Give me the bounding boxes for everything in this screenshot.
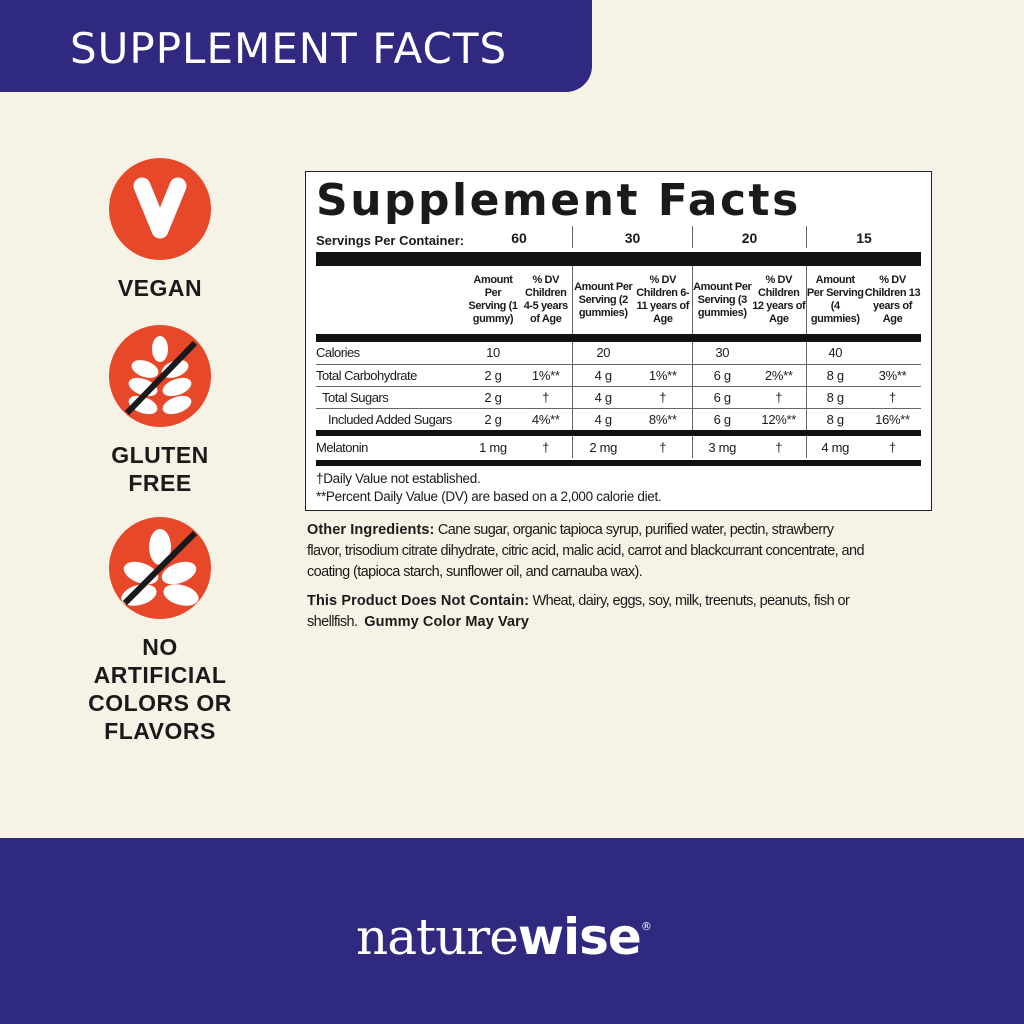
nutrient-row: Included Added Sugars 2 g 4%** 4 g 8%** 6 g 12… xyxy=(316,408,921,430)
logo-part2: wise xyxy=(517,908,642,966)
dv-value xyxy=(634,342,692,365)
dv-value xyxy=(752,342,806,365)
amount-value: 2 g xyxy=(466,364,520,387)
footnote-percent: **Percent Daily Value (DV) are based on … xyxy=(316,489,662,504)
amount-value: 3 mg xyxy=(691,436,752,458)
column-header-row: Amount Per Serving (1 gummy)% DV Childre… xyxy=(316,266,921,334)
dv-value: † xyxy=(775,439,783,455)
amount-value: 6 g xyxy=(691,386,752,409)
registered-mark: ® xyxy=(640,920,652,933)
other-ingredients-label: Other Ingredients: xyxy=(307,522,435,538)
amount-value: 2 g xyxy=(484,411,502,427)
dv-value xyxy=(864,342,921,365)
nutrient-name: Total Carbohydrate xyxy=(316,364,466,387)
dv-value: 2%** xyxy=(752,364,806,387)
dv-value: † xyxy=(634,386,692,409)
amount-value: 8 g xyxy=(805,364,864,387)
amount-value: 1 mg xyxy=(479,439,507,455)
color-note: Gummy Color May Vary xyxy=(364,614,530,630)
badge-no-artificial: NO ARTIFICIAL COLORS OR FLAVORS xyxy=(60,517,260,745)
does-not-contain-label: This Product Does Not Contain: xyxy=(307,593,530,609)
badge-gluten-free: GLUTEN FREE xyxy=(60,325,260,497)
footnote-dv: †Daily Value not established. xyxy=(316,471,481,486)
badge-label: NO ARTIFICIAL COLORS OR FLAVORS xyxy=(88,634,232,744)
facts-table: Amount Per Serving (1 gummy)% DV Childre… xyxy=(316,266,921,458)
nutrient-row: Melatonin 1 mg † 2 mg † 3 mg † 4 mg † xyxy=(316,436,921,458)
dv-value: † xyxy=(659,439,667,455)
nutrient-name: Calories xyxy=(316,342,466,365)
servings-value: 15 xyxy=(806,226,921,248)
dv-value: † xyxy=(864,386,921,409)
divider-bar xyxy=(316,252,921,266)
no-artificial-leaf-icon xyxy=(109,517,211,619)
nutrient-name: Melatonin xyxy=(316,439,368,455)
dv-header: % DV Children 13 years of Age xyxy=(864,274,921,325)
other-ingredients-text: Cane sugar, organic tapioca syrup, purif… xyxy=(307,522,865,580)
servings-label: Servings Per Container: xyxy=(316,233,465,248)
servings-value: 20 xyxy=(692,226,806,248)
dv-value: 8%** xyxy=(648,411,677,427)
dv-header: % DV Children 6-11 years of Age xyxy=(636,274,690,325)
other-ingredients: Other Ingredients: Cane sugar, organic t… xyxy=(307,520,867,583)
amount-header: Amount Per Serving (2 gummies) xyxy=(571,266,634,334)
dv-value xyxy=(520,342,572,365)
divider-row xyxy=(316,430,921,436)
dv-value: † xyxy=(542,439,550,455)
logo-part1: nature xyxy=(356,908,519,966)
no-gluten-wheat-icon xyxy=(109,325,211,427)
dv-value: 1%** xyxy=(520,364,572,387)
amount-value: 10 xyxy=(466,342,520,365)
amount-value: 6 g xyxy=(691,364,752,387)
dv-value: † xyxy=(889,439,896,455)
dv-header: % DV Children 12 years of Age xyxy=(752,274,806,325)
amount-value: 2 mg xyxy=(571,436,634,458)
dv-value: 16%** xyxy=(875,411,910,427)
amount-value: 30 xyxy=(691,342,752,365)
amount-value: 4 g xyxy=(571,364,634,387)
supplement-facts-panel: Supplement Facts Servings Per Container:… xyxy=(305,171,932,511)
dv-value: † xyxy=(752,386,806,409)
amount-header: Amount Per Serving (1 gummy) xyxy=(468,274,518,325)
dv-value: 12%** xyxy=(761,411,797,427)
does-not-contain: This Product Does Not Contain: Wheat, da… xyxy=(307,591,867,633)
dv-header: % DV Children 4-5 years of Age xyxy=(523,274,569,325)
dv-value: 3%** xyxy=(864,364,921,387)
dv-value: 1%** xyxy=(634,364,692,387)
footer-band xyxy=(0,838,1024,1024)
amount-header: Amount Per Serving (4 gummies) xyxy=(805,266,864,334)
amount-header: Amount Per Serving (3 gummies) xyxy=(691,266,752,334)
divider-bar xyxy=(316,460,921,466)
amount-value: 2 g xyxy=(466,386,520,409)
dv-value: † xyxy=(520,386,572,409)
amount-value: 20 xyxy=(571,342,634,365)
divider-row xyxy=(316,334,921,342)
banner-title: SUPPLEMENT FACTS xyxy=(0,0,592,92)
amount-value: 4 mg xyxy=(805,436,864,458)
does-not-contain-text: Wheat, dairy, eggs, soy, milk, treenuts,… xyxy=(307,593,853,630)
dv-value: 4%** xyxy=(531,411,560,427)
badge-label: GLUTEN FREE xyxy=(111,442,209,496)
amount-value: 4 g xyxy=(571,386,634,409)
ingredients-section: Other Ingredients: Cane sugar, organic t… xyxy=(307,520,867,633)
amount-value: 6 g xyxy=(691,408,752,430)
nutrient-row: Total Carbohydrate 2 g 1%** 4 g 1%** 6 g 2%** 8… xyxy=(316,364,921,387)
servings-value: 30 xyxy=(572,226,692,248)
nutrient-row: Total Sugars 2 g † 4 g † 6 g † 8 g † xyxy=(316,386,921,409)
badge-vegan: VEGAN xyxy=(60,158,260,302)
amount-value: 8 g xyxy=(805,386,864,409)
facts-title: Supplement Facts xyxy=(316,175,801,226)
naturewise-logo: naturewise® xyxy=(356,908,652,966)
nutrient-row: Calories 10 20 30 40 xyxy=(316,342,921,365)
servings-row: Servings Per Container: 60 30 20 15 xyxy=(316,226,921,252)
servings-value: 60 xyxy=(511,230,527,246)
amount-value: 40 xyxy=(805,342,864,365)
nutrient-name: Included Added Sugars xyxy=(328,411,452,427)
badge-label: VEGAN xyxy=(117,275,203,301)
amount-value: 4 g xyxy=(571,408,634,430)
nutrient-name: Total Sugars xyxy=(316,386,466,409)
vegan-v-icon xyxy=(109,158,211,260)
amount-value: 8 g xyxy=(805,408,864,430)
